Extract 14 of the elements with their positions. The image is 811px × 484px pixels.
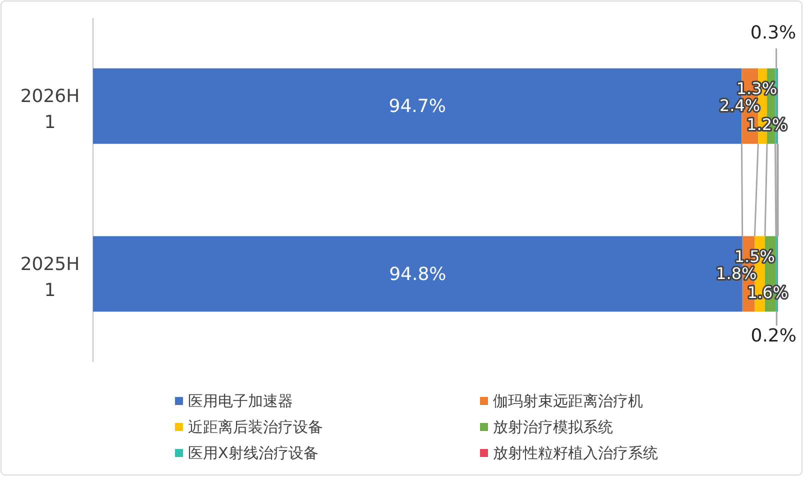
legend-label: 伽玛射束远距离治疗机 xyxy=(493,392,643,410)
legend-label: 近距离后装治疗设备 xyxy=(188,418,323,436)
data-label: 94.8% xyxy=(389,264,446,285)
legend-label: 医用电子加速器 xyxy=(188,392,293,410)
legend-label: 医用X射线治疗设备 xyxy=(188,444,318,462)
data-label: 0.2% xyxy=(750,326,796,347)
y-tick-label: 2026H1 xyxy=(20,86,80,134)
data-label: 94.7% xyxy=(388,96,446,118)
legend-label: 放射性粒籽植入治疗系统 xyxy=(493,444,658,462)
data-label: 1.6% xyxy=(747,282,788,302)
legend-label: 放射治疗模拟系统 xyxy=(493,418,613,436)
data-label: 0.3% xyxy=(750,22,796,44)
data-label: 1.2% xyxy=(746,115,788,134)
y-tick-label: 2025H1 xyxy=(20,254,80,301)
